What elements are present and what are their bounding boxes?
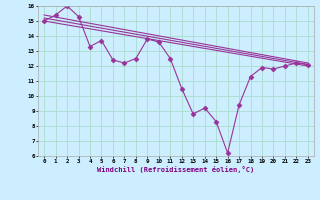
X-axis label: Windchill (Refroidissement éolien,°C): Windchill (Refroidissement éolien,°C) bbox=[97, 166, 255, 173]
